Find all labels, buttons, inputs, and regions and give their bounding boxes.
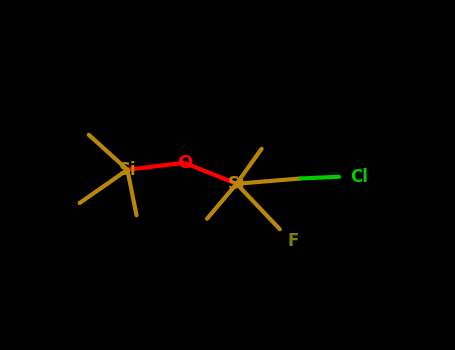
Text: F: F [288, 232, 299, 251]
Text: O: O [177, 154, 192, 172]
Text: Si: Si [228, 175, 245, 193]
Text: Cl: Cl [350, 168, 368, 186]
Text: Si: Si [119, 161, 136, 179]
